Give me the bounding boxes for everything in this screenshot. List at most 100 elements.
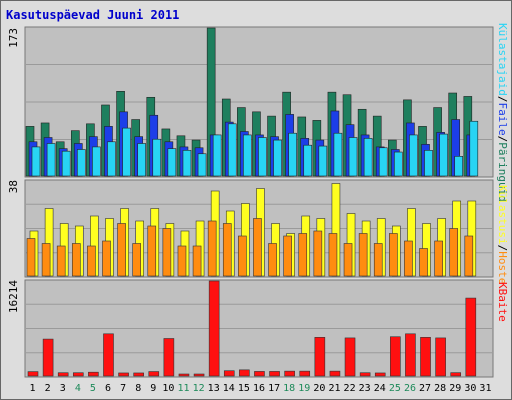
bar-visits — [454, 156, 464, 177]
bar-visits — [378, 147, 388, 177]
bar-hosts-orange — [117, 223, 126, 277]
x-tick-label: 31 — [479, 383, 491, 394]
bar-visits — [31, 146, 41, 177]
bar-kbytes — [374, 372, 386, 377]
bar-kbytes — [208, 280, 220, 377]
bar-hosts-orange — [41, 243, 51, 277]
bar-hosts-orange — [71, 243, 81, 277]
bar-hosts-orange — [389, 233, 398, 277]
bar-kbytes — [42, 338, 54, 377]
legend: Külastusi/Hoste — [496, 185, 509, 284]
bar-visits — [227, 123, 237, 177]
bar-visits — [92, 146, 101, 177]
chart-title: Kasutuspäevad Juuni 2011 — [6, 8, 179, 22]
legend-separator: / — [496, 96, 509, 103]
panel-kbytes: 16214 KBaite — [7, 279, 509, 378]
x-tick-label: 20 — [313, 383, 325, 394]
bar-visits — [76, 149, 86, 177]
bar-kbytes — [72, 372, 84, 377]
legend-item: Päringuid — [496, 142, 509, 202]
bar-visits — [243, 134, 252, 177]
x-tick-label: 30 — [464, 383, 476, 394]
bar-visits — [137, 143, 146, 177]
bar-visits — [197, 153, 207, 177]
x-tick-label: 23 — [359, 383, 371, 394]
x-tick-label: 12 — [193, 383, 205, 394]
bar-visits — [439, 133, 448, 177]
bar-hosts-orange — [268, 243, 277, 277]
x-tick-label: 21 — [328, 383, 340, 394]
bar-hosts-orange — [328, 233, 338, 277]
bar-kbytes — [223, 370, 235, 377]
x-tick-label: 28 — [434, 383, 446, 394]
bar-hosts-orange — [147, 225, 157, 277]
bar-kbytes — [390, 336, 401, 377]
bar-hosts-orange — [87, 245, 96, 277]
x-tick-label: 4 — [75, 383, 81, 394]
bar-hosts-orange — [404, 240, 413, 277]
x-tick-label: 2 — [45, 383, 51, 394]
x-tick-label: 9 — [150, 383, 156, 394]
bar-kbytes — [344, 337, 356, 377]
x-tick-label: 6 — [105, 383, 111, 394]
legend-separator: / — [496, 136, 509, 143]
bar-kbytes — [133, 372, 144, 377]
x-tick-label: 5 — [90, 383, 96, 394]
bar-visits — [333, 132, 343, 177]
y-axis-max-label: 173 — [7, 28, 20, 48]
bar-hosts-orange — [434, 240, 443, 277]
bar-visits — [46, 143, 56, 177]
x-tick-label: 10 — [162, 383, 174, 394]
x-tick-label: 27 — [419, 383, 431, 394]
bar-kbytes — [88, 371, 99, 377]
panel-pageviews-files-visits: 173 Külastajaid/Faile/Päringuid — [7, 23, 509, 202]
bar-hosts-orange — [222, 223, 232, 277]
bar-hosts-orange — [102, 240, 111, 277]
bar-kbytes — [329, 370, 341, 377]
bar-visits — [258, 137, 267, 177]
bar-visits — [409, 134, 418, 177]
x-tick-label: 7 — [120, 383, 126, 394]
y-axis-max-label: 16214 — [7, 280, 20, 313]
x-axis-day-labels: 1 2 3 4 5 6 7 8 9 10 11 12 13 14 15 16 17 18 19 20 21 22 23 24 2… — [30, 383, 492, 394]
bar-kbytes — [254, 371, 265, 377]
bar-kbytes — [239, 369, 250, 377]
legend-item: KBaite — [496, 282, 509, 322]
bar-hosts-orange — [298, 233, 308, 277]
bar-hosts-orange — [449, 228, 459, 277]
x-tick-label: 15 — [238, 383, 250, 394]
x-tick-label: 13 — [208, 383, 220, 394]
bar-hosts-orange — [343, 243, 353, 277]
x-tick-label: 11 — [177, 383, 189, 394]
bar-hosts-orange — [26, 238, 36, 277]
legend-separator: / — [496, 245, 509, 252]
x-tick-label: 29 — [449, 383, 461, 394]
x-tick-label: 1 — [30, 383, 36, 394]
bar-visits — [303, 144, 313, 177]
x-tick-label: 17 — [268, 383, 280, 394]
x-tick-label: 14 — [223, 383, 235, 394]
bar-kbytes — [57, 372, 69, 377]
bar-hosts-orange — [56, 245, 66, 277]
bar-hosts-orange — [313, 230, 323, 277]
bar-kbytes — [450, 372, 462, 377]
bar-visits — [363, 138, 373, 177]
x-tick-label: 22 — [344, 383, 356, 394]
bar-hosts-orange — [177, 245, 187, 277]
bar-visits — [107, 141, 116, 177]
legend: Külastajaid/Faile/Päringuid — [496, 23, 509, 202]
bar-hosts-orange — [192, 245, 202, 277]
bar-hosts-orange — [373, 243, 383, 277]
bar-visits — [424, 150, 433, 177]
bar-kbytes — [118, 372, 129, 377]
bar-kbytes — [465, 297, 477, 377]
bar-kbytes — [284, 370, 295, 377]
x-tick-label: 24 — [374, 383, 386, 394]
bar-kbytes — [27, 371, 39, 377]
bar-hosts-orange — [207, 220, 217, 277]
bar-visits — [182, 150, 192, 177]
x-tick-label: 3 — [60, 383, 66, 394]
bar-visits — [61, 150, 71, 177]
x-tick-label: 18 — [283, 383, 295, 394]
